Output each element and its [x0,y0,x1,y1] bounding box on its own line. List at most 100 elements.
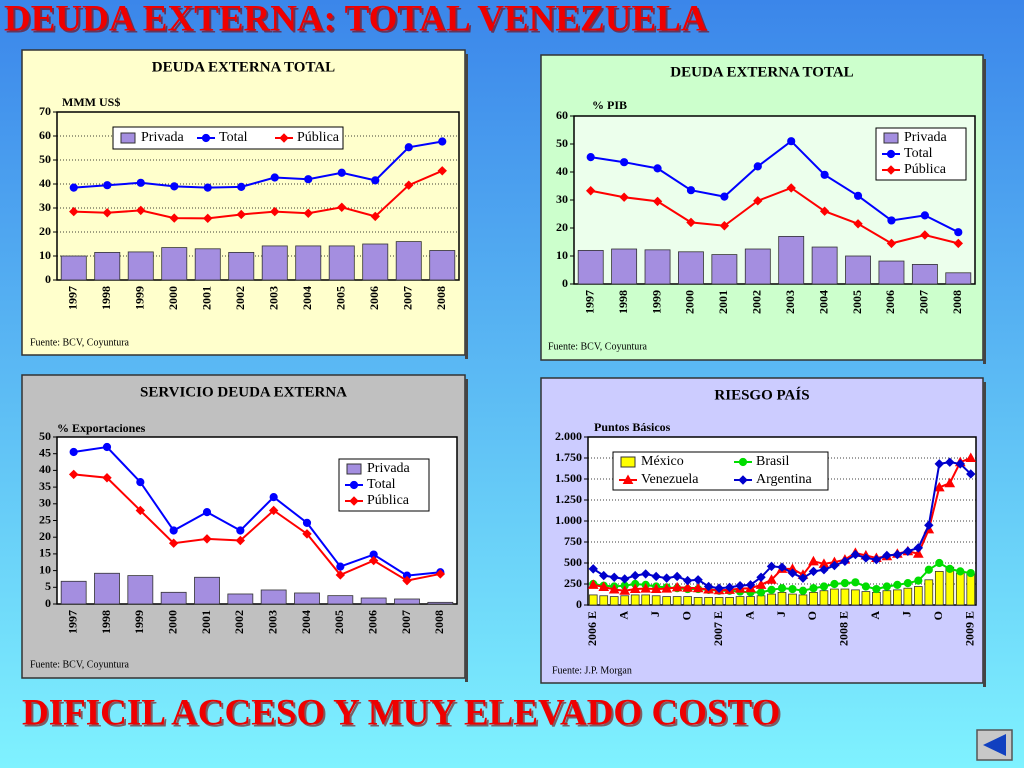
bar [60,580,87,605]
marker [882,582,891,591]
marker [724,582,735,593]
back-arrow[interactable] [983,734,1006,756]
bar [683,596,692,606]
legend-swatch [620,456,636,468]
marker [102,208,112,218]
y-tick-label: 40 [39,176,51,190]
bar [94,251,121,281]
marker [438,137,447,146]
x-tick-label: 2000 [165,610,179,634]
x-tick-label: 2008 [950,290,964,314]
y-tick-label: 60 [39,128,51,142]
y-tick-label: 15 [39,546,51,560]
marker [619,574,630,584]
marker [819,206,830,216]
bar [227,593,254,605]
bar [630,594,640,606]
bar [945,272,972,285]
y-tick-label: 2.000 [555,429,582,443]
marker [435,569,446,579]
marker [170,182,179,191]
marker [738,475,748,485]
marker [270,173,279,182]
bar [878,260,905,285]
x-tick-label: 2001 [716,290,730,314]
bar [651,595,661,606]
bar [620,595,630,606]
legend-label: Argentina [756,472,813,487]
marker [168,538,179,548]
bar [295,245,322,281]
x-tick-label: 2007 [399,610,413,634]
bar [611,248,638,285]
marker [608,583,620,594]
marker [337,202,347,212]
marker [682,582,693,592]
chart-title: DEUDA EXTERNA TOTAL [152,59,335,75]
bar [809,592,818,606]
bar [294,592,320,605]
bar [744,248,771,285]
marker [69,183,78,192]
bar [260,589,287,605]
back-button[interactable] [976,729,1013,761]
bar [644,249,671,285]
bar [194,248,221,281]
bar [845,255,871,285]
marker [745,580,756,590]
marker [756,588,766,597]
unit-label: % Exportaciones [57,421,146,435]
marker [630,570,640,581]
source-note: Fuente: BCV, Coyuntura [30,337,130,348]
x-tick-label: 1997 [582,290,596,314]
marker [935,558,944,568]
y-tick-label: 1.500 [555,471,582,485]
y-tick-label: 30 [556,192,568,206]
marker [777,584,787,593]
marker [622,474,634,484]
marker [236,209,246,220]
x-tick-label: 1997 [65,610,79,634]
marker [404,143,413,152]
marker [755,579,767,589]
bar [678,251,704,285]
source-note: Fuente: J.P. Morgan [552,665,632,676]
marker [586,153,595,162]
marker [787,568,798,578]
y-tick-label: 0 [45,596,51,610]
bar [395,241,422,281]
marker [68,469,79,480]
bar [127,575,154,605]
y-tick-label: 35 [39,479,51,493]
x-tick-label: O [931,611,945,620]
bar [924,579,934,606]
marker [370,211,380,222]
y-tick-label: 45 [39,445,51,459]
marker [202,508,212,517]
marker [920,230,930,240]
y-tick-label: 750 [564,534,582,548]
marker [349,480,359,490]
marker [599,570,609,581]
legend-label: Brasil [756,454,790,469]
bar [160,591,187,605]
marker [302,518,312,527]
marker [135,505,146,516]
marker [920,211,929,220]
bar [777,592,787,606]
panel-shadow [465,379,468,682]
back-button-frame[interactable] [976,729,1013,761]
x-tick-label: 1999 [133,286,147,310]
x-tick-label: 2006 [883,290,897,314]
marker [853,191,863,200]
marker [965,452,977,462]
y-tick-label: 60 [556,108,568,122]
y-tick-label: 10 [556,248,568,262]
marker [652,196,663,207]
x-tick-label: 2006 [365,610,379,634]
marker [766,574,777,584]
marker [269,493,278,502]
bar [934,571,944,606]
legend-swatch [346,463,362,475]
y-tick-label: 25 [39,512,51,526]
